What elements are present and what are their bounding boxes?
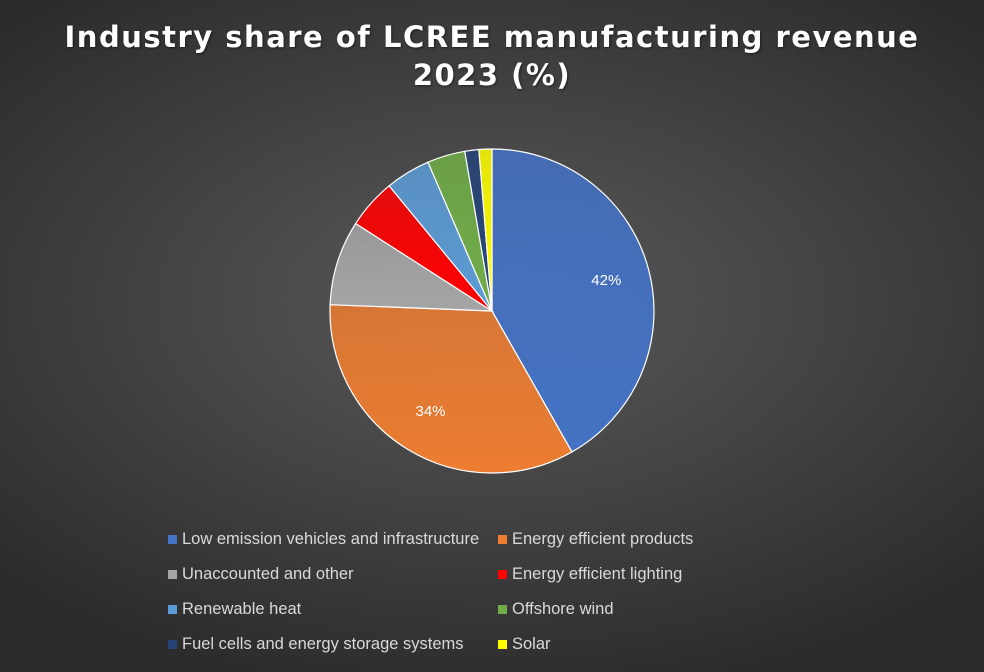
legend-item-energy-efficient-lighting: Energy efficient lighting: [498, 563, 838, 585]
legend-label-fuel-cells-and-energy-storage-systems: Fuel cells and energy storage systems: [182, 634, 464, 653]
legend-swatch-solar: [498, 639, 507, 649]
legend-swatch-fuel-cells-and-energy-storage-systems: [168, 639, 177, 649]
legend-label-renewable-heat: Renewable heat: [182, 599, 302, 618]
pie-slice-low-emission-vehicles-and-infrastructure: [491, 148, 655, 453]
chart-title-line-1: Industry share of LCREE manufacturing re…: [64, 20, 920, 54]
legend-label-low-emission-vehicles-and-infrastructure: Low emission vehicles and infrastructure: [182, 529, 480, 548]
legend-swatch-energy-efficient-lighting: [498, 569, 507, 579]
legend-label-energy-efficient-lighting: Energy efficient lighting: [512, 564, 683, 583]
legend-item-solar: Solar: [498, 633, 838, 655]
legend-label-offshore-wind: Offshore wind: [512, 599, 614, 618]
legend: Low emission vehicles and infrastructure…: [168, 528, 848, 655]
pie-slice-unaccounted-and-other: [329, 222, 495, 312]
legend-swatch-offshore-wind: [498, 604, 507, 614]
legend-item-low-emission-vehicles-and-infrastructure: Low emission vehicles and infrastructure: [168, 528, 498, 550]
legend-item-unaccounted-and-other: Unaccounted and other: [168, 563, 498, 585]
legend-item-renewable-heat: Renewable heat: [168, 598, 498, 620]
legend-item-energy-efficient-products: Energy efficient products: [498, 528, 838, 550]
pie-slice-energy-efficient-products: [329, 304, 573, 474]
data-label-low-emission-vehicles-and-infrastructure: 42%: [591, 272, 621, 289]
legend-swatch-renewable-heat: [168, 604, 177, 614]
legend-label-solar: Solar: [512, 634, 551, 653]
chart-title-line-2: 2023 (%): [412, 58, 572, 92]
legend-swatch-unaccounted-and-other: [168, 569, 177, 579]
legend-swatch-low-emission-vehicles-and-infrastructure: [168, 534, 177, 544]
pie-slice-solar: [478, 148, 493, 312]
data-label-energy-efficient-products: 34%: [415, 403, 445, 420]
legend-item-offshore-wind: Offshore wind: [498, 598, 838, 620]
legend-label-energy-efficient-products: Energy efficient products: [512, 529, 694, 548]
legend-item-fuel-cells-and-energy-storage-systems: Fuel cells and energy storage systems: [168, 633, 498, 655]
chart-title: Industry share of LCREE manufacturing re…: [0, 18, 984, 94]
legend-swatch-energy-efficient-products: [498, 534, 507, 544]
legend-label-unaccounted-and-other: Unaccounted and other: [182, 564, 354, 583]
